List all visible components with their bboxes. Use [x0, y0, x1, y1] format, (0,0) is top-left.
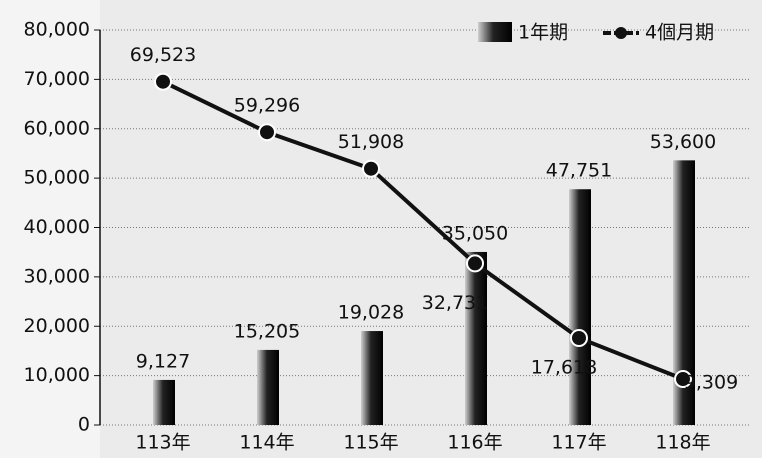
data-label: 47,751	[546, 160, 612, 182]
data-label: 59,296	[234, 95, 300, 117]
y-tick-label: 70,000	[24, 68, 90, 90]
line-point	[674, 370, 692, 389]
bar	[361, 331, 383, 425]
bar	[153, 379, 175, 425]
line-point	[258, 123, 276, 142]
y-tick-label: 60,000	[24, 117, 90, 139]
bar	[257, 349, 279, 425]
y-tick-label: 0	[78, 414, 90, 436]
data-label: 32,731	[422, 292, 488, 314]
x-tick-label: 117年	[551, 432, 606, 454]
y-tick-label: 50,000	[24, 167, 90, 189]
bar	[673, 160, 695, 425]
y-tick-label: 20,000	[24, 315, 90, 337]
data-label: 17,618	[531, 357, 597, 379]
x-tick-label: 114年	[239, 432, 294, 454]
data-label: 69,523	[130, 44, 196, 66]
data-label: 35,050	[442, 222, 508, 244]
x-tick-label: 118年	[655, 432, 710, 454]
bar	[465, 251, 487, 425]
line-point	[154, 72, 172, 91]
line-point	[570, 329, 588, 348]
data-label: 53,600	[650, 131, 716, 153]
legend-label: 1年期	[518, 22, 568, 44]
x-tick-label: 115年	[343, 432, 398, 454]
x-tick-label: 113年	[135, 432, 190, 454]
data-label: 15,205	[234, 320, 300, 342]
line-point	[362, 159, 380, 178]
plot-background	[100, 0, 762, 458]
legend-swatch	[615, 27, 627, 39]
line	[162, 79, 684, 381]
line-point	[466, 254, 484, 273]
bar	[569, 189, 591, 425]
data-label: 51,908	[338, 131, 404, 153]
y-tick-label: 40,000	[24, 216, 90, 238]
x-tick-label: 116年	[447, 432, 502, 454]
legend-swatch	[478, 22, 512, 42]
y-tick-label: 10,000	[24, 364, 90, 386]
data-label: 9,309	[684, 372, 738, 394]
y-tick-label: 30,000	[24, 265, 90, 287]
y-tick-label: 80,000	[24, 19, 90, 41]
data-label: 9,127	[136, 350, 190, 372]
data-label: 19,028	[338, 302, 404, 324]
legend-label: 4個月期	[645, 22, 714, 44]
